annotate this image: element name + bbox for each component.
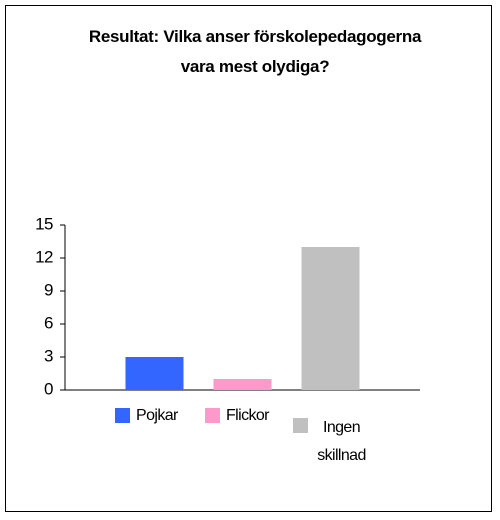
bar bbox=[213, 379, 272, 390]
legend-swatch bbox=[115, 408, 130, 423]
legend-label: Flickor bbox=[226, 407, 270, 424]
legend-label: Pojkar bbox=[136, 407, 178, 424]
y-tick-label: 12 bbox=[35, 247, 53, 266]
legend-swatch bbox=[293, 418, 308, 433]
legend-item: Ingen skillnad bbox=[293, 412, 373, 470]
legend-label: Ingen skillnad bbox=[317, 419, 366, 464]
y-tick-label: 15 bbox=[35, 214, 53, 233]
legend-item: Flickor bbox=[205, 402, 290, 430]
y-tick-label: 6 bbox=[44, 313, 53, 332]
bar bbox=[125, 357, 184, 390]
y-tick-label: 0 bbox=[44, 379, 53, 398]
bar bbox=[301, 247, 360, 390]
chart-title: Resultat: Vilka anser förskolepedagogern… bbox=[88, 27, 422, 76]
chart-frame bbox=[5, 5, 492, 512]
legend-swatch bbox=[205, 408, 220, 423]
legend-item: Pojkar bbox=[115, 402, 195, 430]
y-tick-label: 9 bbox=[44, 280, 53, 299]
y-tick-label: 3 bbox=[44, 346, 53, 365]
